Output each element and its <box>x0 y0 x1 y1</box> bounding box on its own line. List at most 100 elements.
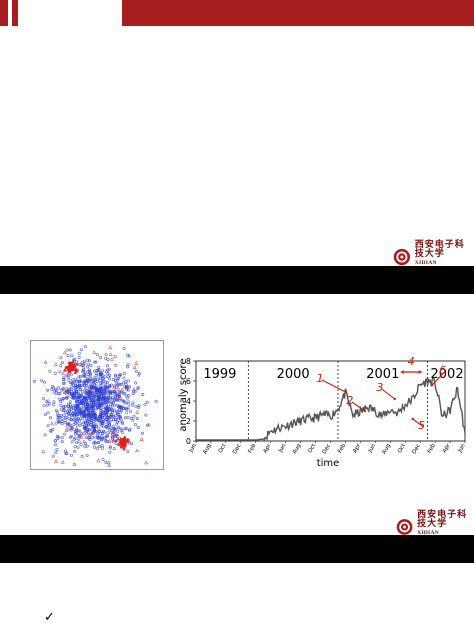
scatter-point <box>97 365 101 369</box>
scatter-point <box>96 377 100 381</box>
plot-frame <box>195 360 466 442</box>
scatter-outlier <box>61 371 66 376</box>
scatter-point <box>116 413 120 417</box>
scatter-point <box>73 436 77 440</box>
scatter-point <box>77 395 81 399</box>
scatter-outlier <box>43 360 48 364</box>
scatter-point <box>106 409 110 413</box>
scatter-point <box>90 419 94 423</box>
scatter-point <box>105 417 109 421</box>
scatter-point <box>60 361 64 365</box>
scatter-outlier <box>131 386 136 391</box>
scatter-point <box>144 413 148 417</box>
x-tick-label: Oct <box>218 442 228 454</box>
scatter-point <box>55 434 59 438</box>
scatter-point <box>74 377 78 381</box>
scatter-point <box>109 406 113 410</box>
scatter-point <box>58 370 62 374</box>
section-band-top <box>0 266 474 294</box>
scatter-point <box>101 431 105 435</box>
scatter-point <box>94 423 98 427</box>
scatter-point <box>45 400 49 404</box>
scatter-point <box>77 375 81 379</box>
scatter-point <box>82 405 86 409</box>
scatter-point <box>75 413 79 417</box>
scatter-point <box>104 356 108 360</box>
scatter-point <box>106 396 110 400</box>
scatter-point <box>115 422 119 426</box>
scatter-point <box>127 441 131 445</box>
annotation-arrow <box>321 379 346 393</box>
scatter-point <box>154 399 158 403</box>
scatter-point <box>84 420 88 424</box>
scatter-outlier <box>108 352 113 356</box>
scatter-point <box>75 423 79 427</box>
scatter-point <box>51 454 55 458</box>
annotation-arrow <box>351 401 366 412</box>
scatter-point <box>89 363 93 367</box>
x-tick-label: Feb <box>247 443 257 455</box>
scatter-outlier <box>134 360 139 365</box>
scatter-point <box>83 370 87 374</box>
scatter-cluster-point <box>119 440 123 445</box>
scatter-point <box>62 408 66 412</box>
scatter-point <box>59 356 63 360</box>
scatter-point <box>71 409 75 413</box>
scatter-point <box>134 381 138 385</box>
scatter-point <box>103 375 107 379</box>
scatter-point <box>113 389 117 393</box>
scatter-point <box>113 403 117 407</box>
scatter-point <box>46 388 50 392</box>
scatter-point <box>86 411 90 415</box>
scatter-point <box>83 345 87 349</box>
scatter-point <box>81 369 85 373</box>
scatter-point <box>53 371 57 375</box>
scatter-point <box>64 452 68 456</box>
scatter-outlier <box>50 421 55 426</box>
scatter-point <box>66 354 70 358</box>
scatter-point <box>87 436 91 440</box>
scatter-point <box>130 442 134 446</box>
scatter-point <box>103 391 107 395</box>
scatter-point <box>122 381 126 385</box>
anomaly-score-chart: anomaly score time 0 2 4 6 8 Jun Aug Oct Dec Feb A… <box>178 355 467 469</box>
scatter-point <box>122 376 126 380</box>
scatter-point <box>59 388 63 392</box>
annotation-range-arrowhead-right <box>418 370 422 374</box>
annotation-arrowhead <box>411 417 414 421</box>
scatter-point <box>129 416 133 420</box>
scatter-point <box>42 397 46 401</box>
x-tick-label: Apr <box>352 442 362 454</box>
scatter-cluster-point <box>118 439 123 443</box>
scatter-point <box>99 389 103 393</box>
scatter-point <box>94 435 98 439</box>
scatter-point <box>89 414 93 418</box>
scatter-point <box>77 351 81 355</box>
annotation-label: 4 <box>408 355 415 368</box>
scatter-point <box>132 414 136 418</box>
scatter-point <box>60 436 64 440</box>
scatter-point <box>84 404 88 408</box>
scatter-outlier <box>144 460 149 465</box>
scatter-point <box>49 428 53 432</box>
scatter-point <box>83 380 87 384</box>
scatter-point <box>82 383 86 387</box>
scatter-point <box>96 433 100 437</box>
scatter-point <box>100 421 104 425</box>
scatter-point <box>108 384 112 388</box>
scatter-point <box>93 360 97 364</box>
scatter-point <box>69 392 73 396</box>
scatter-outlier <box>135 409 140 414</box>
scatter-point <box>60 440 64 444</box>
scatter-point <box>123 406 127 410</box>
scatter-point <box>131 418 135 422</box>
scatter-point <box>82 359 86 363</box>
scatter-point <box>80 422 84 426</box>
scatter-point <box>104 407 108 411</box>
scatter-point <box>125 385 129 389</box>
scatter-point <box>111 432 115 436</box>
scatter-cluster-point <box>67 363 72 367</box>
scatter-point <box>103 396 107 400</box>
scatter-outlier <box>135 448 139 453</box>
scatter-point <box>126 362 130 366</box>
